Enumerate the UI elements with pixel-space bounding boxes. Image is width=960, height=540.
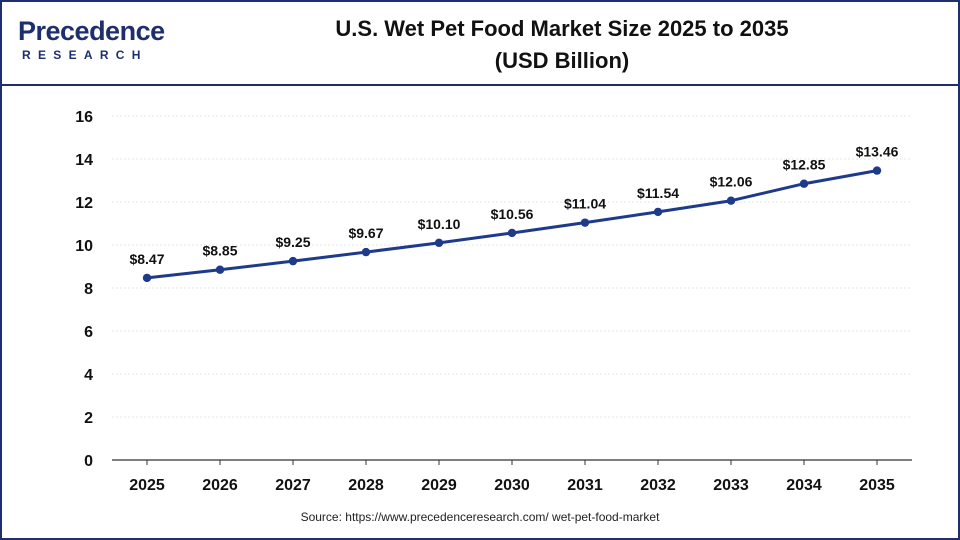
y-tick-label: 0 (84, 453, 93, 470)
x-tick-label: 2033 (713, 477, 749, 494)
line-chart: 0 2 4 6 8 10 12 14 16 2025 2026 2027 2028 2029 2030 203… (75, 109, 912, 494)
data-point (726, 196, 736, 205)
data-point (580, 218, 590, 227)
data-label: $11.04 (564, 196, 606, 212)
logo-wordmark: Precedence (18, 16, 165, 46)
data-label: $8.47 (129, 251, 164, 267)
chart-subtitle: (USD Billion) (494, 48, 630, 73)
data-label: $13.46 (856, 144, 899, 160)
x-tick-label: 2030 (494, 477, 530, 494)
data-label: $12.06 (710, 174, 753, 190)
data-label: $10.56 (491, 206, 534, 222)
x-tick-label: 2035 (859, 477, 895, 494)
data-point (142, 273, 152, 283)
data-point (507, 228, 517, 238)
y-tick-label: 12 (75, 195, 93, 212)
data-point (361, 247, 371, 257)
y-tick-label: 16 (75, 109, 93, 126)
data-point (872, 166, 882, 175)
x-tick-label: 2028 (348, 477, 384, 494)
logo-subtitle: RESEARCH (22, 48, 148, 62)
y-tick-label: 8 (84, 281, 93, 298)
data-label: $9.25 (275, 234, 310, 250)
data-point (288, 256, 298, 266)
x-tick-label: 2031 (567, 477, 603, 494)
x-tick-label: 2029 (421, 477, 457, 494)
brand-logo: Precedence RESEARCH (18, 16, 168, 64)
data-label: $9.67 (348, 225, 383, 241)
data-point (215, 265, 225, 274)
y-tick-label: 14 (75, 152, 93, 169)
data-label: $11.54 (637, 185, 679, 201)
series-line (145, 169, 879, 280)
data-point (434, 238, 444, 248)
data-label: $12.85 (783, 157, 826, 173)
chart-title: U.S. Wet Pet Food Market Size 2025 to 20… (335, 16, 789, 41)
x-tick-label: 2034 (786, 477, 822, 494)
y-tick-label: 2 (84, 410, 93, 427)
y-tick-label: 10 (75, 238, 93, 255)
y-tick-label: 6 (84, 324, 93, 341)
header: Precedence RESEARCH U.S. Wet Pet Food Ma… (2, 2, 958, 86)
x-tick-label: 2025 (129, 477, 165, 494)
data-label: $8.85 (202, 243, 237, 259)
data-label: $10.10 (418, 216, 461, 232)
y-tick-label: 4 (84, 367, 93, 384)
source-note: Source: https://www.precedenceresearch.c… (300, 510, 660, 524)
data-point (799, 179, 809, 188)
data-point (653, 207, 663, 217)
x-tick-label: 2027 (275, 477, 311, 494)
x-tick-label: 2032 (640, 477, 676, 494)
x-tick-label: 2026 (202, 477, 238, 494)
